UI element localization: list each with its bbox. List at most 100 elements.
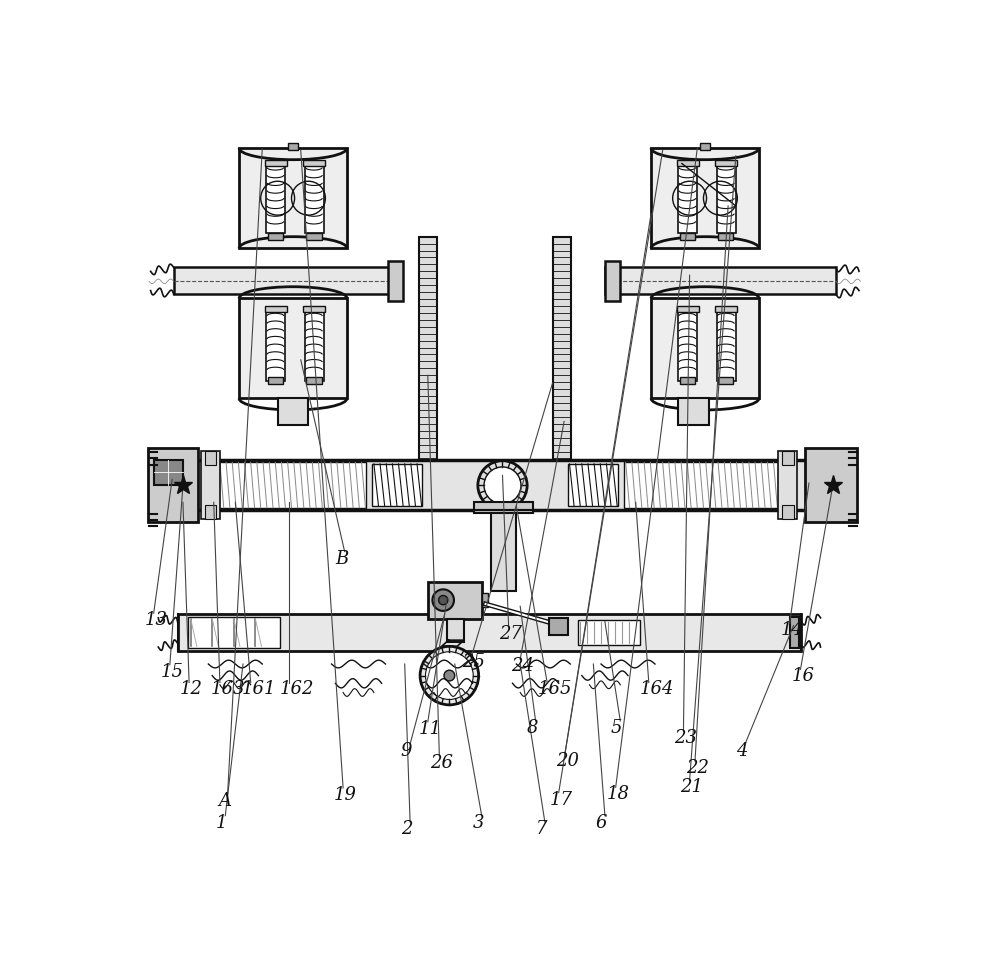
Bar	[568, 464, 618, 507]
Text: 2: 2	[401, 819, 412, 837]
Bar	[306, 377, 322, 384]
Bar	[624, 463, 786, 508]
Bar	[266, 164, 285, 233]
Bar	[782, 506, 794, 519]
Bar	[651, 149, 759, 249]
Text: 161: 161	[241, 679, 276, 698]
Bar	[482, 594, 488, 607]
Bar	[678, 164, 697, 233]
Bar	[303, 307, 325, 313]
Bar	[178, 615, 801, 651]
Bar	[288, 144, 298, 152]
Bar	[718, 377, 733, 384]
Bar	[201, 452, 220, 519]
Bar	[303, 160, 325, 167]
Bar	[268, 377, 283, 384]
Text: 15: 15	[161, 662, 184, 680]
Bar	[678, 399, 709, 426]
Bar	[174, 268, 397, 295]
Bar	[790, 618, 799, 648]
Bar	[715, 307, 737, 313]
Text: 164: 164	[640, 679, 674, 698]
Bar	[266, 313, 285, 382]
Polygon shape	[442, 640, 464, 647]
Bar	[278, 399, 308, 426]
Bar	[265, 307, 287, 313]
Text: 19: 19	[334, 785, 357, 803]
Text: 24: 24	[511, 657, 534, 675]
Text: 13: 13	[144, 611, 167, 628]
Bar	[578, 620, 640, 645]
Circle shape	[478, 461, 527, 511]
Bar	[680, 233, 695, 240]
Bar	[553, 237, 571, 499]
Bar	[428, 582, 482, 618]
Text: 27: 27	[499, 624, 522, 642]
Bar	[205, 452, 216, 465]
Text: 162: 162	[280, 679, 314, 698]
Bar	[605, 268, 836, 295]
Text: 1: 1	[216, 813, 228, 831]
Bar	[605, 262, 620, 301]
Text: 22: 22	[686, 759, 709, 776]
Text: 5: 5	[611, 719, 623, 736]
Bar	[205, 506, 216, 519]
Bar	[717, 164, 736, 233]
Text: 20: 20	[556, 751, 579, 769]
Bar	[166, 460, 844, 511]
Bar	[305, 164, 324, 233]
Text: A: A	[218, 791, 231, 809]
Circle shape	[432, 590, 454, 611]
Text: 21: 21	[680, 778, 703, 796]
Text: 26: 26	[430, 753, 453, 771]
Bar	[677, 160, 699, 167]
Bar	[474, 503, 533, 514]
Bar	[388, 262, 403, 301]
Bar	[549, 618, 568, 635]
Text: 16: 16	[791, 667, 814, 684]
Bar	[372, 464, 422, 507]
Bar	[700, 144, 710, 152]
Bar	[715, 160, 737, 167]
Bar	[212, 463, 366, 508]
Bar	[651, 299, 759, 399]
Bar	[778, 452, 797, 519]
Bar	[239, 299, 347, 399]
Text: 7: 7	[536, 819, 547, 837]
Circle shape	[484, 467, 521, 504]
Text: 17: 17	[549, 790, 572, 808]
Bar	[265, 160, 287, 167]
Bar	[154, 460, 183, 485]
Bar	[717, 313, 736, 382]
Circle shape	[439, 596, 448, 605]
Text: 23: 23	[674, 728, 697, 746]
Circle shape	[425, 652, 473, 700]
Bar	[677, 307, 699, 313]
Text: 163: 163	[211, 679, 245, 698]
Text: 18: 18	[606, 784, 629, 802]
Text: 3: 3	[472, 813, 484, 831]
Bar	[680, 377, 695, 384]
Text: 165: 165	[538, 679, 572, 698]
Bar	[718, 233, 733, 240]
Circle shape	[444, 671, 455, 681]
Text: 11: 11	[419, 719, 442, 737]
Bar	[305, 313, 324, 382]
Bar	[678, 313, 697, 382]
Circle shape	[420, 647, 479, 705]
Bar	[148, 449, 198, 522]
Text: 14: 14	[780, 620, 803, 639]
Bar	[239, 149, 347, 249]
Bar	[188, 618, 280, 648]
Bar	[268, 233, 283, 240]
Bar	[491, 511, 516, 591]
Text: 6: 6	[596, 813, 607, 831]
Text: B: B	[335, 549, 349, 567]
Text: 25: 25	[462, 653, 485, 671]
Text: 8: 8	[526, 719, 538, 736]
Bar	[805, 449, 857, 522]
Bar	[419, 237, 437, 499]
Bar	[782, 452, 794, 465]
Text: 12: 12	[180, 679, 203, 698]
Text: 4: 4	[736, 741, 747, 760]
